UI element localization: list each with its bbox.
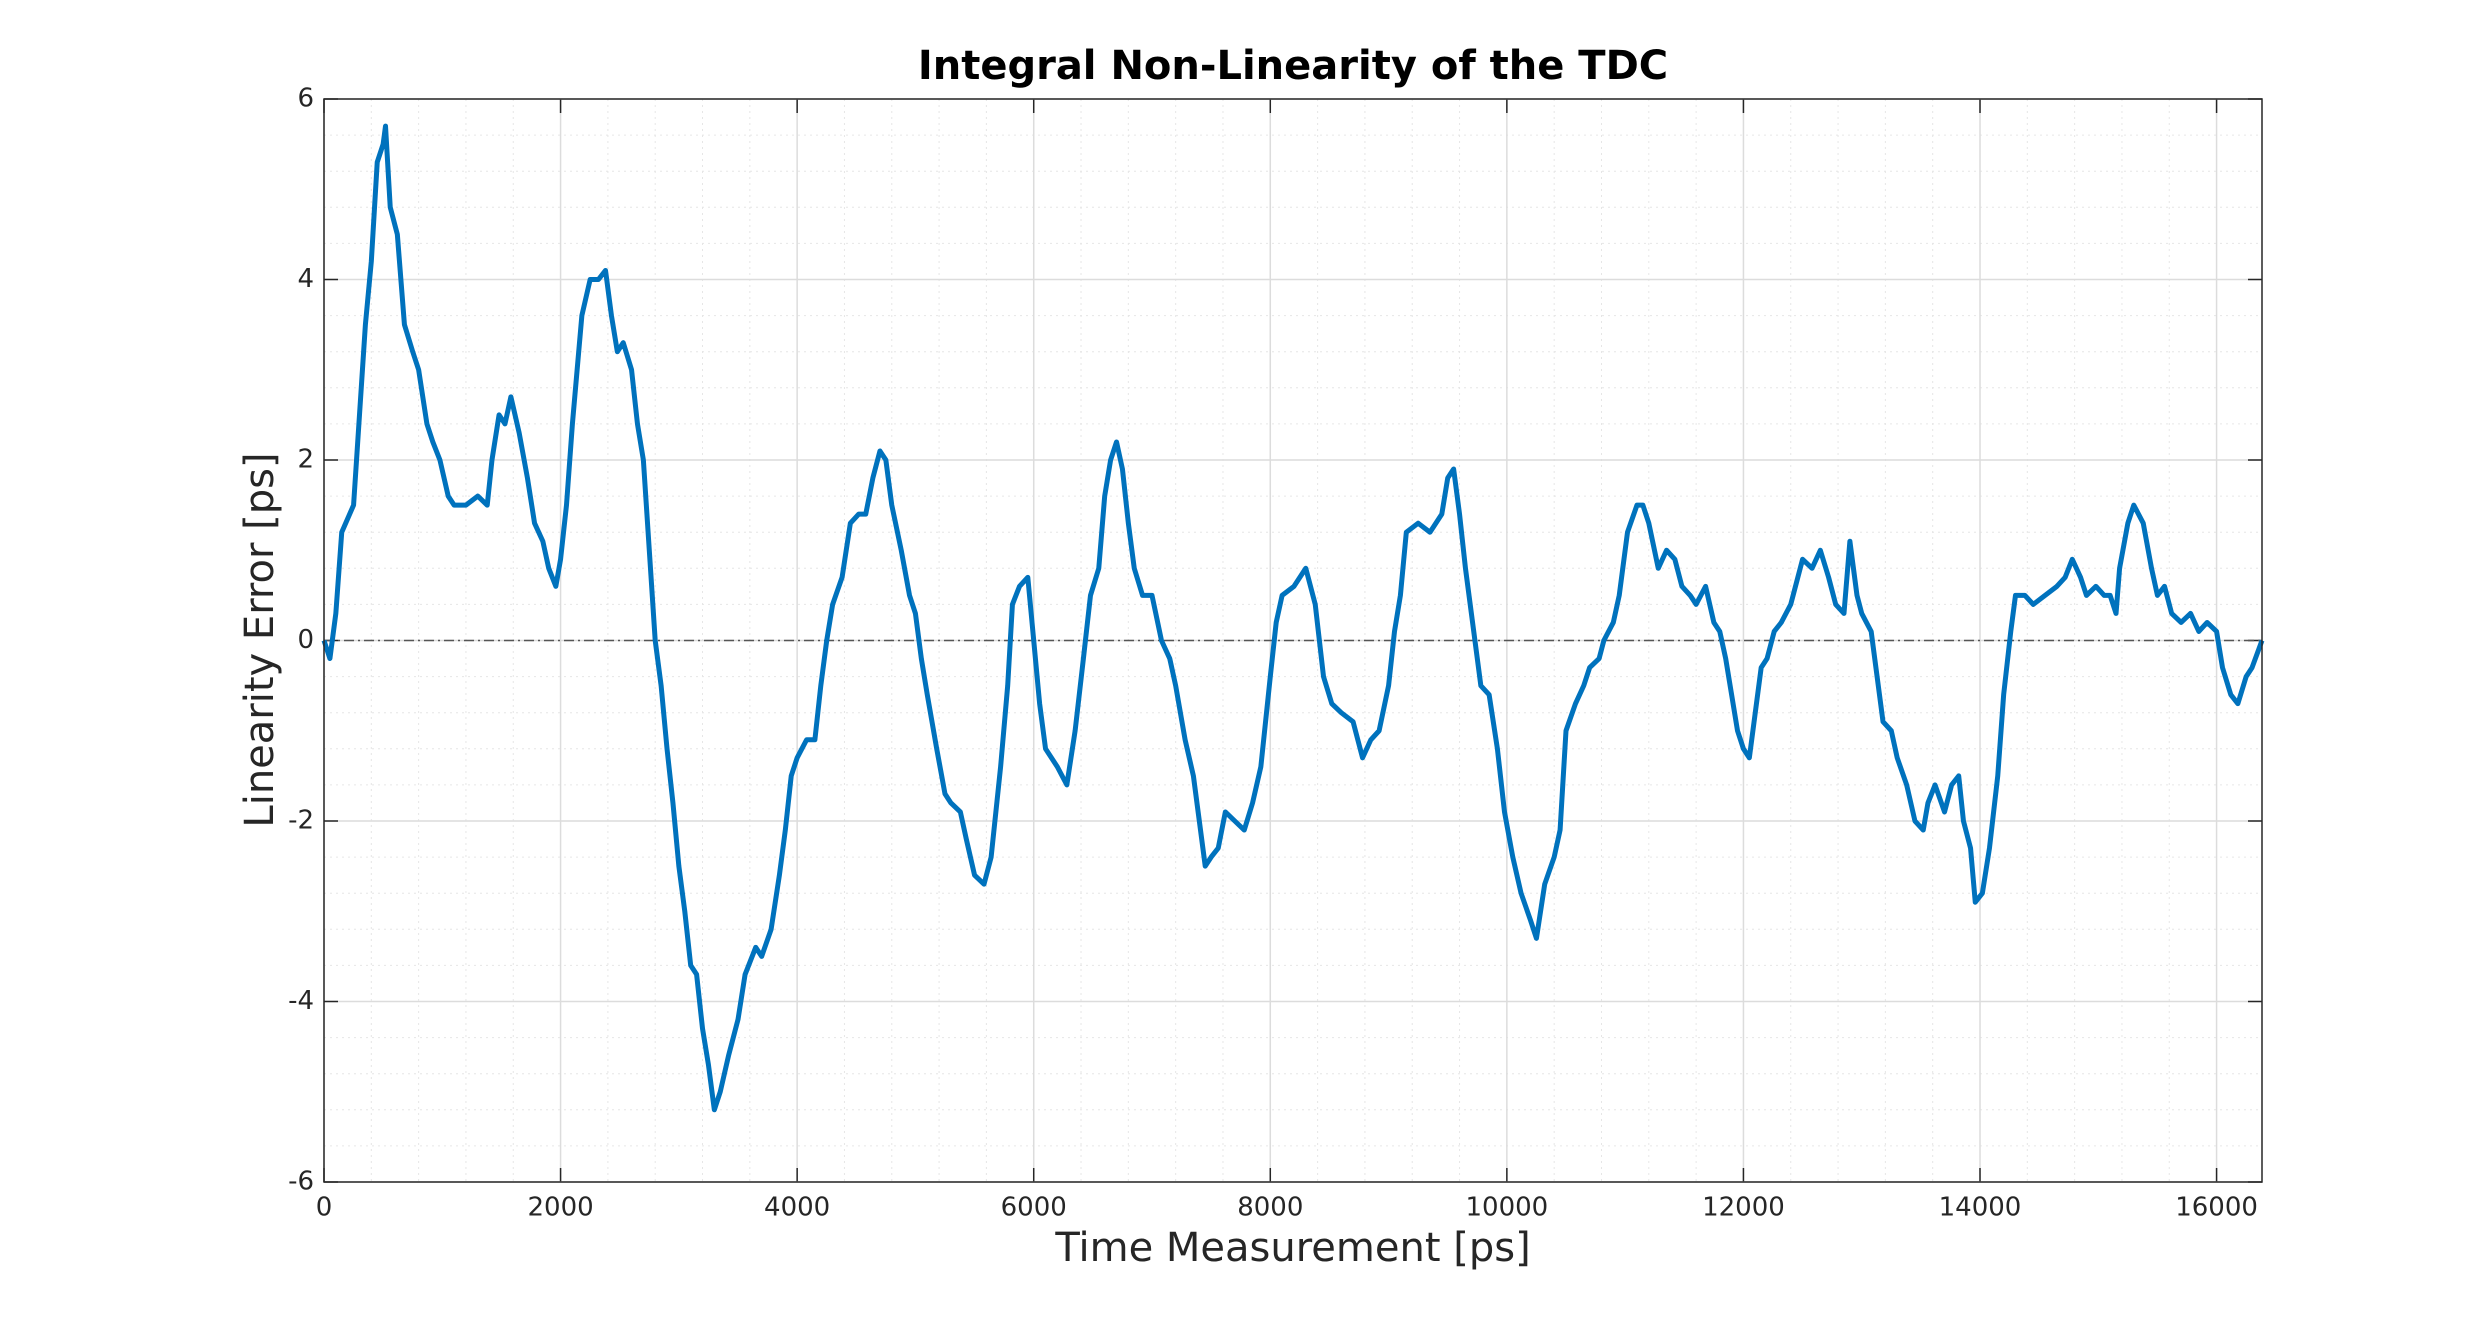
x-tick-label: 4000 bbox=[764, 1193, 830, 1223]
y-tick-label: -6 bbox=[288, 1167, 314, 1197]
y-axis-label: Linearity Error [ps] bbox=[237, 452, 283, 827]
data-line bbox=[321, 123, 2265, 1113]
y-tick-label: 2 bbox=[297, 445, 314, 475]
x-tick-label: 14000 bbox=[1939, 1193, 2022, 1223]
x-tick-label: 0 bbox=[316, 1193, 333, 1223]
x-tick-label: 2000 bbox=[527, 1193, 593, 1223]
x-tick-label: 16000 bbox=[2175, 1193, 2258, 1223]
y-tick-label: 0 bbox=[297, 625, 314, 655]
y-tick-label: -4 bbox=[288, 986, 314, 1016]
y-tick-label: 4 bbox=[297, 264, 314, 294]
x-tick-label: 6000 bbox=[1001, 1193, 1067, 1223]
plot-area: 0 2000 4000 6000 8000 10000 12000 14000 16000 -6 -… bbox=[288, 84, 2265, 1223]
y-tick-label: 6 bbox=[297, 84, 314, 114]
x-tick-label: 10000 bbox=[1466, 1193, 1549, 1223]
x-tick-label: 12000 bbox=[1702, 1193, 1785, 1223]
x-axis-label: Time Measurement [ps] bbox=[1054, 1225, 1530, 1271]
y-tick-label: -2 bbox=[288, 806, 314, 836]
axes-box bbox=[323, 98, 2263, 1183]
x-tick-label: 8000 bbox=[1237, 1193, 1303, 1223]
chart-title: Integral Non-Linearity of the TDC bbox=[918, 43, 1668, 89]
